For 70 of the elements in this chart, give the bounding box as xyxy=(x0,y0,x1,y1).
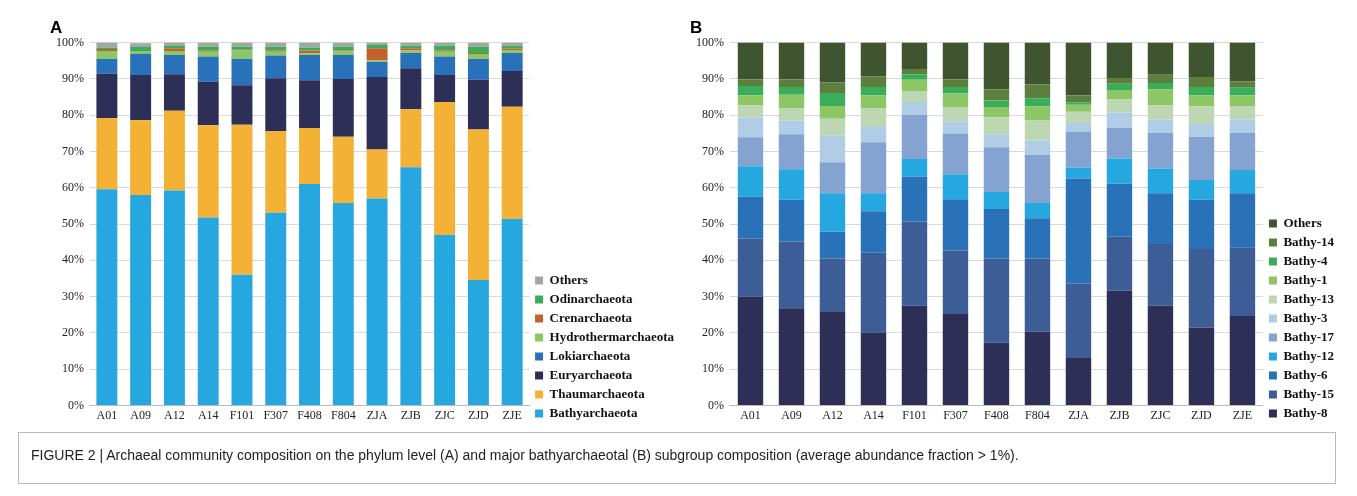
y-tick-label: 100% xyxy=(696,34,724,49)
legend-label: Lokiarchaeota xyxy=(549,347,631,363)
y-tick-label: 30% xyxy=(62,288,84,303)
x-tick-label: A12 xyxy=(822,407,843,422)
legend-label: Bathy-3 xyxy=(1283,309,1328,325)
x-tick-label: A01 xyxy=(740,407,761,422)
y-tick-label: 50% xyxy=(62,216,84,231)
chart-title: B xyxy=(690,17,703,37)
legend-label: Bathy-15 xyxy=(1283,385,1335,401)
y-tick-label: 0% xyxy=(708,397,724,412)
x-tick-label: ZJE xyxy=(1232,407,1253,422)
y-tick-label: 40% xyxy=(702,252,724,267)
x-tick-label: F804 xyxy=(330,407,356,422)
legend-label: Others xyxy=(1283,214,1322,230)
legend-label: Bathy-8 xyxy=(1283,404,1328,420)
y-tick-label: 50% xyxy=(702,216,724,231)
y-tick-label: 90% xyxy=(62,70,84,85)
y-tick-label: 30% xyxy=(702,288,724,303)
x-tick-label: F804 xyxy=(1025,407,1050,422)
x-tick-label: ZJD xyxy=(1191,407,1213,422)
legend-label: Bathy-12 xyxy=(1283,347,1334,363)
x-tick-label: ZJC xyxy=(1150,407,1171,422)
legend-label: Odinarchaeota xyxy=(549,290,633,306)
x-tick-label: A12 xyxy=(164,407,185,422)
legend-label: Bathy-6 xyxy=(1283,366,1328,382)
y-tick-label: 70% xyxy=(702,143,724,158)
x-tick-label: ZJC xyxy=(434,407,455,422)
x-tick-label: A09 xyxy=(130,407,151,422)
legend-label: Bathy-1 xyxy=(1283,271,1328,287)
y-tick-label: 10% xyxy=(62,361,84,376)
x-tick-label: ZJA xyxy=(1068,407,1090,422)
legend-label: Others xyxy=(549,271,588,287)
y-tick-label: 20% xyxy=(62,325,84,340)
x-tick-label: A09 xyxy=(781,407,802,422)
caption: FIGURE 2 | Archaeal community composition on the phylum level (A) and major bathyarchaeotal (B) subgroup composition (average abundance fraction > 1%). xyxy=(18,432,1336,484)
legend-label: Bathy-13 xyxy=(1283,290,1335,306)
x-tick-label: ZJB xyxy=(1109,407,1130,422)
y-tick-label: 90% xyxy=(702,70,724,85)
legend-label: Crenarchaeota xyxy=(549,309,633,325)
legend-label: Euryarchaeota xyxy=(549,366,633,382)
y-tick-label: 80% xyxy=(702,107,724,122)
y-tick-label: 60% xyxy=(702,179,724,194)
y-tick-label: 70% xyxy=(62,143,84,158)
x-tick-label: A14 xyxy=(197,407,219,422)
x-tick-label: A14 xyxy=(863,407,884,422)
legend-label: Bathy-14 xyxy=(1283,233,1335,249)
x-tick-label: ZJA xyxy=(366,407,388,422)
x-tick-label: ZJE xyxy=(502,407,522,422)
legend-label: Bathy-17 xyxy=(1283,328,1335,344)
x-tick-label: F408 xyxy=(297,407,322,422)
y-tick-label: 10% xyxy=(702,361,724,376)
legend-label: Bathy-4 xyxy=(1283,252,1328,268)
y-tick-label: 80% xyxy=(62,107,84,122)
x-tick-label: F307 xyxy=(263,407,289,422)
y-tick-label: 100% xyxy=(56,34,84,49)
x-tick-label: F101 xyxy=(229,407,255,422)
chart-title: A xyxy=(50,17,63,37)
x-tick-label: F408 xyxy=(984,407,1009,422)
x-tick-label: F101 xyxy=(902,407,927,422)
x-tick-label: ZJD xyxy=(468,407,490,422)
y-tick-label: 40% xyxy=(62,252,84,267)
legend-label: Thaumarchaeota xyxy=(549,385,646,401)
y-tick-label: 0% xyxy=(68,397,84,412)
x-tick-label: A01 xyxy=(96,407,118,422)
y-tick-label: 20% xyxy=(702,325,724,340)
y-tick-label: 60% xyxy=(62,179,84,194)
x-tick-label: F307 xyxy=(943,407,968,422)
legend-label: Hydrothermarchaeota xyxy=(549,328,675,344)
legend-label: Bathyarchaeota xyxy=(549,404,638,420)
x-tick-label: ZJB xyxy=(400,407,421,422)
